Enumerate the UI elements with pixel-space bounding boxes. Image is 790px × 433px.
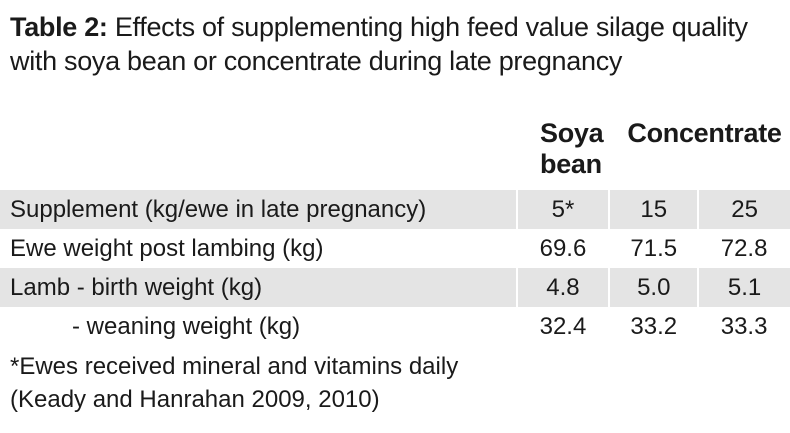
cell-concentrate-2: 72.8 — [720, 234, 768, 262]
cell-soya: 5* — [515, 190, 610, 229]
row-label: Lamb - birth weight (kg) — [0, 268, 517, 307]
column-header-concentrate: Concentrate — [627, 118, 782, 148]
data-table: Supplement (kg/ewe in late pregnancy) 5*… — [0, 190, 790, 346]
cell-concentrate-1: 5.0 — [608, 268, 699, 307]
table-caption: Effects of supplementing high feed value… — [10, 12, 748, 76]
table-row: Supplement (kg/ewe in late pregnancy) 5*… — [0, 190, 790, 229]
cell-concentrate-2: 33.3 — [720, 312, 768, 340]
table-row: - weaning weight (kg) 32.4 33.2 33.3 — [0, 307, 790, 346]
cell-soya: 32.4 — [539, 312, 587, 340]
row-label: Supplement (kg/ewe in late pregnancy) — [0, 190, 517, 229]
table-header: Soya bean Concentrate — [0, 118, 790, 190]
cell-concentrate-2: 5.1 — [697, 268, 790, 307]
cell-concentrate-1: 15 — [608, 190, 699, 229]
cell-concentrate-2: 25 — [697, 190, 790, 229]
cell-soya: 4.8 — [515, 268, 610, 307]
column-header-soya-bean: Soya bean — [540, 118, 604, 179]
table-row: Ewe weight post lambing (kg) 69.6 71.5 7… — [0, 229, 790, 268]
table-row: Lamb - birth weight (kg) 4.8 5.0 5.1 — [0, 268, 790, 307]
table-title: Table 2: Effects of supplementing high f… — [10, 10, 785, 78]
footnote-source: (Keady and Hanrahan 2009, 2010) — [10, 386, 380, 413]
row-label: Ewe weight post lambing (kg) — [10, 234, 324, 262]
cell-concentrate-1: 71.5 — [630, 234, 678, 262]
row-label: - weaning weight (kg) — [72, 312, 301, 340]
footnotes: *Ewes received mineral and vitamins dail… — [10, 350, 785, 416]
cell-concentrate-1: 33.2 — [630, 312, 678, 340]
footnote-asterisk: *Ewes received mineral and vitamins dail… — [10, 353, 459, 380]
cell-soya: 69.6 — [539, 234, 587, 262]
table-number: Table 2: — [10, 12, 108, 42]
